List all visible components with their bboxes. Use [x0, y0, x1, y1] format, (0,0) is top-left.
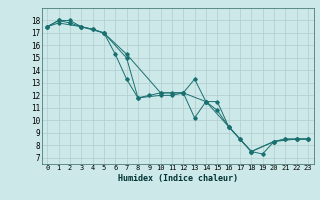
X-axis label: Humidex (Indice chaleur): Humidex (Indice chaleur)	[118, 174, 237, 183]
